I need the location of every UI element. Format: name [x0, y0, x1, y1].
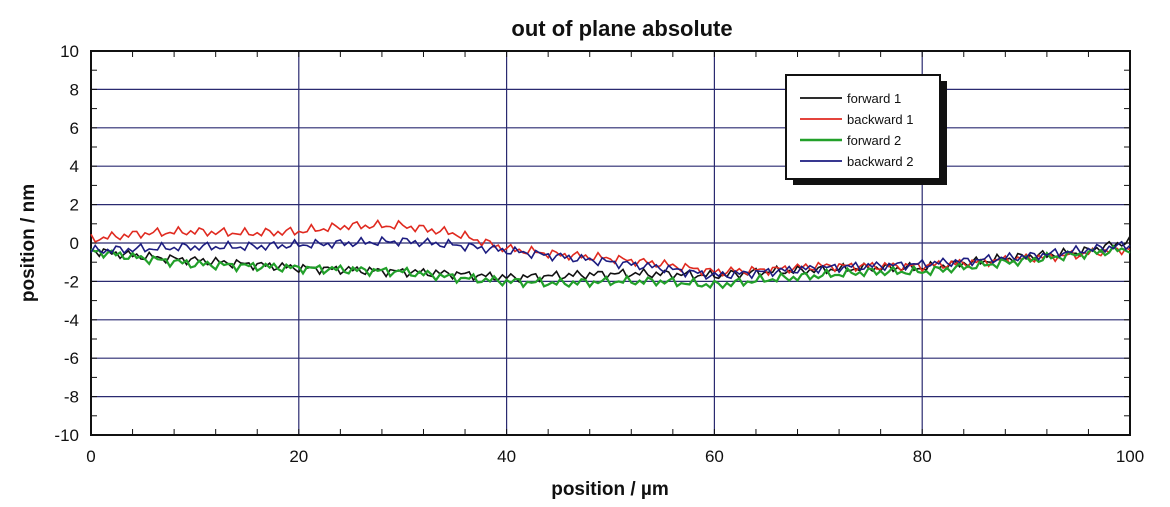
x-tick-labels: 0 20 40 60 80 100 [86, 447, 1144, 466]
grid [91, 51, 1130, 435]
x-tick-label: 20 [289, 447, 308, 466]
x-tick-label: 100 [1116, 447, 1144, 466]
y-tick-label: 8 [70, 80, 79, 99]
minor-ticks [90, 50, 1131, 436]
series-line-4 [90, 235, 1131, 281]
y-tick-label: 0 [70, 234, 79, 253]
series-group [90, 219, 1131, 290]
x-tick-label: 0 [86, 447, 95, 466]
legend: forward 1 backward 1 forward 2 backward 2 [785, 74, 947, 185]
y-tick-label: -6 [64, 349, 79, 368]
y-tick-label: 6 [70, 119, 79, 138]
chart-title: out of plane absolute [511, 16, 732, 41]
legend-label-2: backward 1 [847, 112, 913, 127]
series-line-2 [90, 219, 1131, 277]
y-tick-label: 4 [70, 157, 79, 176]
legend-label-3: forward 2 [847, 133, 901, 148]
x-tick-label: 40 [497, 447, 516, 466]
legend-label-4: backward 2 [847, 154, 913, 169]
x-axis-label: position / µm [551, 479, 669, 500]
legend-label-1: forward 1 [847, 91, 901, 106]
y-tick-label: -4 [64, 311, 79, 330]
y-tick-label: -10 [54, 426, 79, 445]
series-line-3 [90, 244, 1131, 290]
x-tick-label: 80 [913, 447, 932, 466]
y-tick-labels: -10 -8 -6 -4 -2 0 2 4 6 8 10 [54, 42, 79, 445]
y-tick-label: 2 [70, 196, 79, 215]
y-tick-label: -8 [64, 388, 79, 407]
x-tick-label: 60 [705, 447, 724, 466]
y-axis-label: position / nm [18, 184, 39, 302]
y-tick-label: -2 [64, 272, 79, 291]
y-tick-label: 10 [60, 42, 79, 61]
